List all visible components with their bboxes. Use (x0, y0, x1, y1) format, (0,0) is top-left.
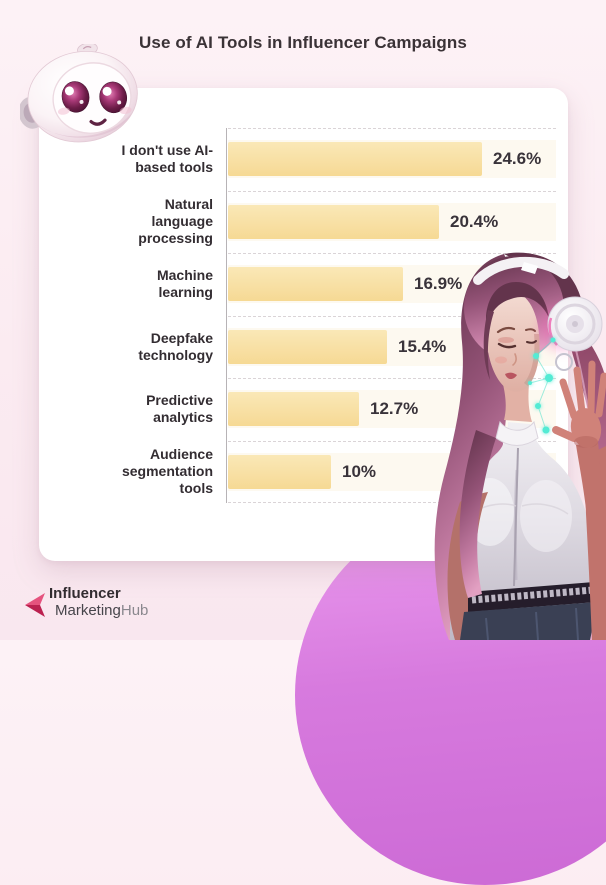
bar-i-dont-use-ai (228, 142, 482, 177)
grid-line (228, 315, 556, 317)
page-title: Use of AI Tools in Influencer Campaigns (139, 33, 467, 52)
category-label: Audience segmentation tools (121, 446, 213, 497)
category-label: Natural language processing (138, 196, 213, 247)
bar-machine-learning (228, 267, 403, 302)
bar-natural-language-processing (228, 204, 439, 239)
logo-word-influencer: Influencer (49, 585, 121, 602)
bar-audience-segmentation (228, 454, 331, 489)
bar-deepfake-technology (228, 329, 387, 364)
chart-row: I don't use AI-based tools 24.6% (100, 128, 556, 191)
plot-cell: 24.6% (226, 128, 556, 191)
category-label: Predictive analytics (146, 392, 213, 426)
grid-line (228, 190, 556, 192)
chart-grid (226, 128, 556, 503)
woman-headphones-illustration (416, 250, 606, 641)
grid-line (228, 378, 556, 379)
bar-predictive-analytics (228, 392, 359, 427)
category-label: Machine learning (156, 267, 213, 301)
value-label: 10% (342, 461, 377, 481)
value-label: 12.7% (370, 399, 419, 419)
y-axis-line (226, 128, 227, 503)
plot-cell: 20.4% (226, 191, 556, 254)
logo-text: Influencer MarketingHub (49, 585, 149, 620)
grid-line (228, 253, 556, 254)
grid-line (228, 128, 556, 129)
value-label: 24.6% (493, 149, 542, 169)
influencer-marketinghub-logo: Influencer MarketingHub (24, 585, 149, 623)
grid-line (228, 502, 556, 503)
value-label: 15.4% (398, 336, 447, 356)
logo-word-marketinghub: MarketingHub (55, 601, 149, 619)
logo-arrow-icon (24, 591, 46, 623)
chart-row: Natural language processing 20.4% (100, 191, 556, 254)
category-label: Deepfake technology (138, 329, 213, 363)
category-label: I don't use AI-based tools (121, 142, 213, 176)
value-label: 16.9% (414, 274, 463, 294)
grid-line (228, 440, 556, 442)
value-label: 20.4% (450, 211, 499, 231)
robot-mascot-icon (18, 42, 142, 150)
